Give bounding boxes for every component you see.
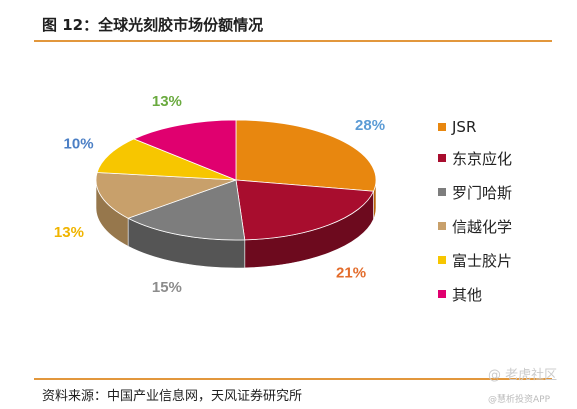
legend-swatch (438, 154, 446, 162)
pie-slice-东京应化 (235, 179, 375, 241)
data-label-信越化学: 13% (54, 224, 84, 241)
data-label-其他: 13% (152, 93, 182, 110)
legend-item-信越化学: 信越化学 (438, 209, 512, 243)
legend-item-其他: 其他 (438, 277, 512, 311)
pie-slice-罗门哈斯 (127, 179, 246, 241)
legend-swatch (438, 188, 446, 196)
pie-slice-JSR (235, 119, 377, 192)
legend-label: 罗门哈斯 (452, 183, 513, 202)
pie-slice-信越化学 (95, 172, 237, 219)
data-label-富士胶片: 10% (64, 135, 94, 152)
legend-label: 其他 (452, 285, 483, 304)
legend-swatch (438, 222, 446, 230)
bottom-divider (34, 378, 552, 380)
data-label-JSR: 28% (355, 117, 385, 134)
legend-label: 信越化学 (452, 217, 513, 236)
pie-tops (95, 119, 377, 241)
figure-title: 图 12：全球光刻胶市场份额情况 (42, 16, 264, 34)
legend-swatch (438, 123, 446, 131)
watermark-community: @ 老虎社区 (488, 368, 558, 383)
watermark-app: @慧析投资APP (488, 395, 551, 405)
top-divider (34, 40, 552, 42)
pie-slice-富士胶片 (96, 138, 237, 181)
source-note: 资料来源：中国产业信息网，天风证券研究所 (42, 389, 303, 404)
legend-swatch (438, 256, 446, 264)
legend-swatch (438, 290, 446, 298)
legend-label: 东京应化 (452, 149, 513, 168)
legend-item-东京应化: 东京应化 (438, 141, 512, 175)
legend-item-富士胶片: 富士胶片 (438, 243, 512, 277)
data-label-罗门哈斯: 15% (152, 279, 182, 296)
legend-item-JSR: JSR (438, 113, 512, 141)
chart-legend: JSR 东京应化罗门哈斯信越化学富士胶片其他 (438, 113, 512, 311)
pie-slice-其他 (132, 119, 237, 181)
data-label-东京应化: 21% (336, 265, 366, 282)
legend-item-罗门哈斯: 罗门哈斯 (438, 175, 512, 209)
legend-label: JSR (452, 118, 477, 136)
pie-labels: 28% 21% 15% 13% 10% 13% (54, 93, 385, 296)
legend-label: 富士胶片 (452, 251, 513, 270)
